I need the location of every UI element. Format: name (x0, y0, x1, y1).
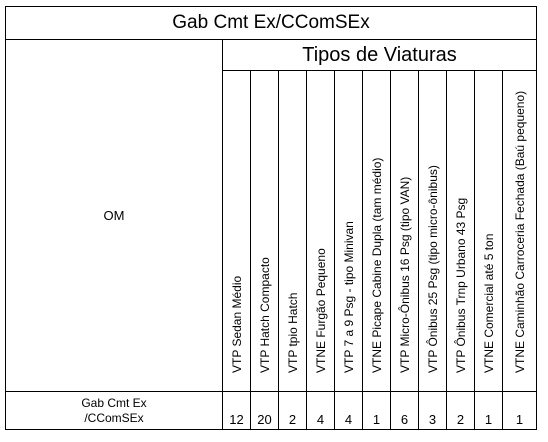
table-title: Gab Cmt Ex/CComSEx (6, 7, 536, 40)
table-cell: 1 (475, 392, 503, 429)
vehicle-table: Gab Cmt Ex/CComSEx OM Tipos de Viaturas … (5, 6, 537, 430)
column-header-1: VTP Sedan Médio (223, 71, 251, 392)
row-label-line-2: /CComSEx (84, 410, 144, 425)
column-header-label: VTP 7 a 9 Psg - tipo Minivan (341, 221, 356, 373)
column-header-label: VTP Ônibus Trnp Urbano 43 Psg (453, 197, 468, 373)
column-header-label: VTNE Comercial até 5 ton (481, 233, 496, 373)
table-cell: 2 (447, 392, 475, 429)
table-cell: 4 (307, 392, 335, 429)
column-header-label: VTNE Caminhão Carroceria Fechada (Baú pe… (512, 90, 527, 373)
column-header-7: VTP Micro-Ônibus 16 Psg (tipo VAN) (391, 71, 419, 392)
column-header-5: VTP 7 a 9 Psg - tipo Minivan (335, 71, 363, 392)
column-header-label: VTNE Picape Cabine Dupla (tam médio) (369, 157, 384, 373)
column-header-label: VTP Micro-Ônibus 16 Psg (tipo VAN) (397, 176, 412, 373)
table-cell: 4 (335, 392, 363, 429)
om-header: OM (6, 40, 223, 392)
column-header-2: VTP Hatch Compacto (251, 71, 279, 392)
column-header-label: VTP Ônibus 25 Psg (tipo micro-ônibus) (425, 165, 440, 373)
column-header-8: VTP Ônibus 25 Psg (tipo micro-ônibus) (419, 71, 447, 392)
column-header-label: VTP Hatch Compacto (257, 257, 272, 373)
table-cell: 20 (251, 392, 279, 429)
column-header-3: VTP tpio Hatch (279, 71, 307, 392)
table-cell: 2 (279, 392, 307, 429)
vehicle-types-header: Tipos de Viaturas (223, 40, 536, 71)
row-label-line-1: Gab Cmt Ex (81, 395, 147, 410)
column-header-11: VTNE Caminhão Carroceria Fechada (Baú pe… (503, 71, 536, 392)
column-header-label: VTNE Furgão Pequeno (313, 248, 328, 373)
table-cell: 6 (391, 392, 419, 429)
column-header-6: VTNE Picape Cabine Dupla (tam médio) (363, 71, 391, 392)
column-header-10: VTNE Comercial até 5 ton (475, 71, 503, 392)
column-header-label: VTP Sedan Médio (229, 275, 244, 373)
table-cell: 1 (363, 392, 391, 429)
column-header-label: VTP tpio Hatch (285, 292, 300, 373)
table-cell: 3 (419, 392, 447, 429)
column-header-4: VTNE Furgão Pequeno (307, 71, 335, 392)
column-header-9: VTP Ônibus Trnp Urbano 43 Psg (447, 71, 475, 392)
row-label: Gab Cmt Ex /CComSEx (6, 392, 223, 429)
table-cell: 12 (223, 392, 251, 429)
table-cell: 1 (515, 412, 524, 427)
